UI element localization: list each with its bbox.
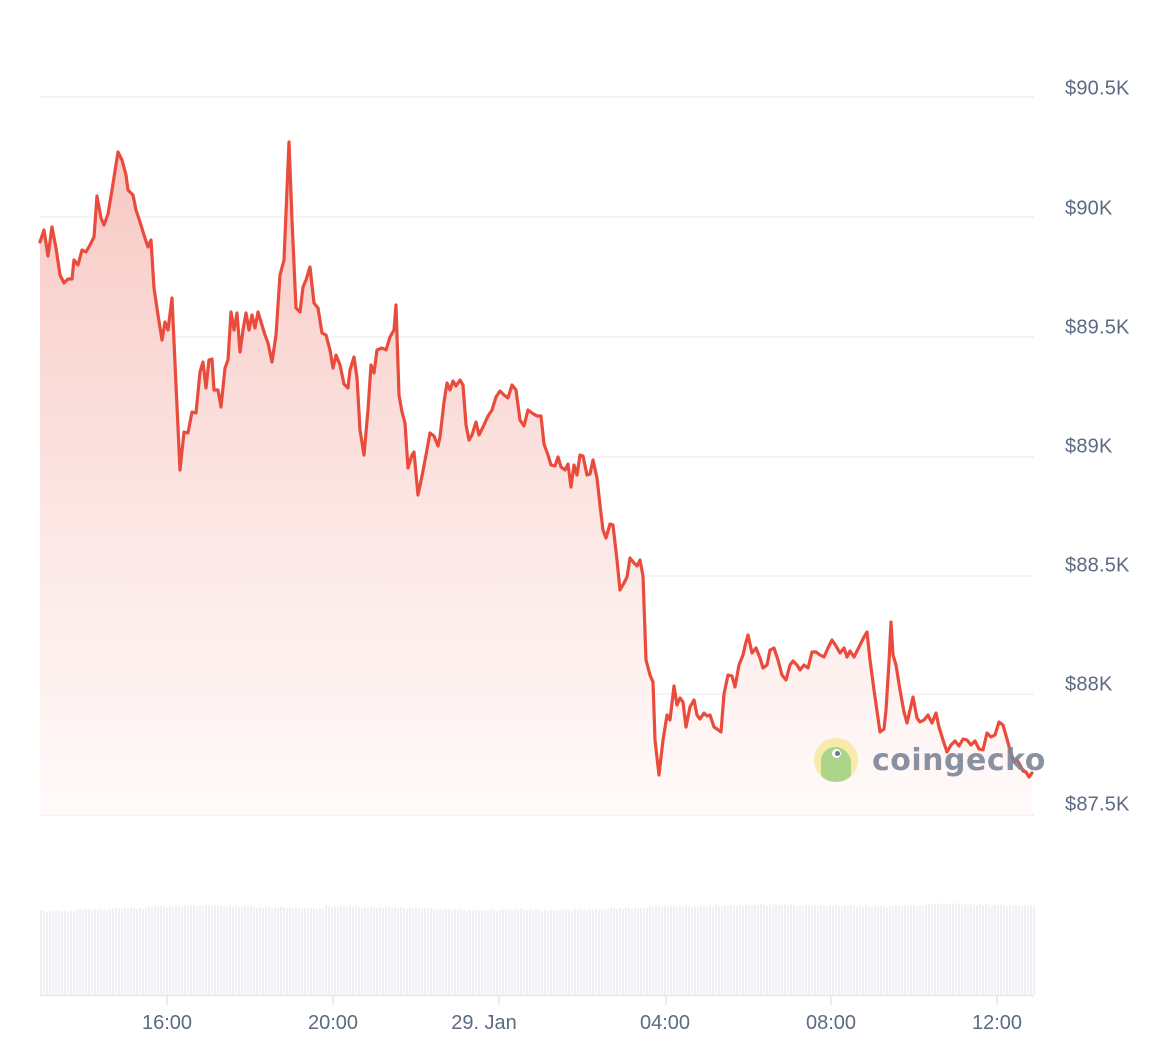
coingecko-gecko-icon <box>814 738 858 782</box>
watermark-text: coingecko <box>872 742 1046 778</box>
x-tick-label: 04:00 <box>639 1012 691 1034</box>
y-tick-label: $89.5K <box>1065 316 1130 339</box>
y-tick-label: $90.5K <box>1065 77 1130 100</box>
x-tick-label: 08:00 <box>805 1012 857 1034</box>
coingecko-watermark: coingecko <box>814 737 1046 783</box>
y-tick-label: $89K <box>1065 435 1113 458</box>
volume-bars <box>40 903 1035 997</box>
x-tick-label: 29. Jan <box>451 1012 517 1034</box>
y-tick-label: $88.5K <box>1065 554 1130 577</box>
x-tick-label: 16:00 <box>141 1012 193 1034</box>
price-line[interactable] <box>38 140 1034 779</box>
price-area-fill <box>40 142 1032 815</box>
x-tick-label: 20:00 <box>307 1012 359 1034</box>
y-tick-label: $87.5K <box>1065 793 1130 816</box>
x-tick-label: 12:00 <box>971 1012 1023 1034</box>
x-axis-ticks <box>166 995 998 1005</box>
y-tick-label: $90K <box>1065 197 1113 220</box>
y-tick-label: $88K <box>1065 673 1113 696</box>
